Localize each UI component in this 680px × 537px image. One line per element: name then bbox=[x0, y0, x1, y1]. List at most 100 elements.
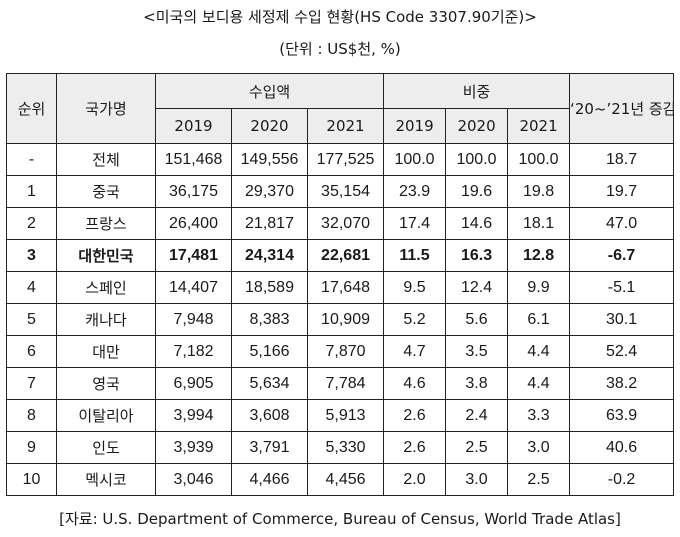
share-2020-cell: 12.4 bbox=[445, 271, 509, 304]
table-row: 10 멕시코 3,046 4,466 4,456 2.0 3.0 2.5 -0.2 bbox=[6, 463, 675, 496]
share-2019-cell: 4.7 bbox=[383, 335, 447, 368]
header-country: 국가명 bbox=[56, 73, 156, 144]
table-row: 8 이탈리아 3,994 3,608 5,913 2.6 2.4 3.3 63.9 bbox=[6, 399, 675, 432]
country-cell: 캐나다 bbox=[56, 303, 156, 336]
header-rank: 순위 bbox=[6, 73, 57, 144]
rank-cell: 7 bbox=[6, 367, 57, 400]
import-2019-cell: 151,468 bbox=[155, 143, 232, 176]
share-2021-cell: 2.5 bbox=[507, 463, 571, 496]
share-2020-cell: 2.4 bbox=[445, 399, 509, 432]
header-year: 2021 bbox=[306, 108, 385, 144]
import-2021-cell: 177,525 bbox=[306, 143, 385, 176]
share-2019-cell: 2.0 bbox=[383, 463, 447, 496]
header-share: 비중 bbox=[383, 73, 571, 109]
share-2021-cell: 9.9 bbox=[507, 271, 571, 304]
import-2020-cell: 5,634 bbox=[231, 367, 308, 400]
table-row: 3 대한민국 17,481 24,314 22,681 11.5 16.3 12.8 -6.7 bbox=[6, 239, 675, 272]
import-2021-cell: 5,913 bbox=[306, 399, 385, 432]
share-2019-cell: 2.6 bbox=[383, 399, 447, 432]
rank-cell: 4 bbox=[6, 271, 57, 304]
header-year: 2019 bbox=[383, 108, 447, 144]
share-2020-cell: 3.0 bbox=[445, 463, 509, 496]
import-2021-cell: 22,681 bbox=[306, 239, 385, 272]
import-2020-cell: 18,589 bbox=[231, 271, 308, 304]
import-2021-cell: 5,330 bbox=[306, 431, 385, 464]
import-2020-cell: 149,556 bbox=[231, 143, 308, 176]
import-2021-cell: 32,070 bbox=[306, 207, 385, 240]
rank-cell: 5 bbox=[6, 303, 57, 336]
import-2020-cell: 8,383 bbox=[231, 303, 308, 336]
import-2019-cell: 26,400 bbox=[155, 207, 232, 240]
header-year: 2019 bbox=[155, 108, 232, 144]
import-2020-cell: 3,791 bbox=[231, 431, 308, 464]
import-2019-cell: 14,407 bbox=[155, 271, 232, 304]
rank-cell: - bbox=[6, 143, 57, 176]
change-cell: 30.1 bbox=[569, 303, 675, 336]
change-cell: 38.2 bbox=[569, 367, 675, 400]
import-2020-cell: 5,166 bbox=[231, 335, 308, 368]
share-2019-cell: 11.5 bbox=[383, 239, 447, 272]
header-import-amount: 수입액 bbox=[154, 73, 385, 109]
header-year: 2020 bbox=[445, 108, 509, 144]
change-cell: -6.7 bbox=[569, 239, 675, 272]
import-2021-cell: 7,870 bbox=[306, 335, 385, 368]
rank-cell: 1 bbox=[6, 175, 57, 208]
import-2019-cell: 7,182 bbox=[155, 335, 232, 368]
share-2021-cell: 4.4 bbox=[507, 367, 571, 400]
share-2019-cell: 9.5 bbox=[383, 271, 447, 304]
import-2019-cell: 3,046 bbox=[155, 463, 232, 496]
change-cell: 52.4 bbox=[569, 335, 675, 368]
country-cell: 대한민국 bbox=[56, 239, 156, 272]
rank-cell: 3 bbox=[6, 239, 57, 272]
import-2019-cell: 6,905 bbox=[155, 367, 232, 400]
header-change: ‘20~’21년 증감 bbox=[569, 73, 675, 144]
table-body: - 전체 151,468 149,556 177,525 100.0 100.0 100.0 1… bbox=[6, 143, 675, 496]
share-2020-cell: 5.6 bbox=[445, 303, 509, 336]
header-year: 2020 bbox=[231, 108, 308, 144]
source-note: [자료: U.S. Department of Commerce, Bureau… bbox=[59, 510, 621, 528]
change-cell: 63.9 bbox=[569, 399, 675, 432]
share-2020-cell: 19.6 bbox=[445, 175, 509, 208]
import-2020-cell: 24,314 bbox=[231, 239, 308, 272]
import-2021-cell: 4,456 bbox=[306, 463, 385, 496]
country-cell: 영국 bbox=[56, 367, 156, 400]
country-cell: 전체 bbox=[56, 143, 156, 176]
import-2019-cell: 3,939 bbox=[155, 431, 232, 464]
share-2020-cell: 2.5 bbox=[445, 431, 509, 464]
change-cell: 40.6 bbox=[569, 431, 675, 464]
country-cell: 인도 bbox=[56, 431, 156, 464]
import-2021-cell: 17,648 bbox=[306, 271, 385, 304]
country-cell: 이탈리아 bbox=[56, 399, 156, 432]
import-2019-cell: 7,948 bbox=[155, 303, 232, 336]
share-2021-cell: 4.4 bbox=[507, 335, 571, 368]
import-2021-cell: 7,784 bbox=[306, 367, 385, 400]
change-cell: -5.1 bbox=[569, 271, 675, 304]
share-2019-cell: 23.9 bbox=[383, 175, 447, 208]
import-2021-cell: 35,154 bbox=[306, 175, 385, 208]
share-2020-cell: 16.3 bbox=[445, 239, 509, 272]
share-2019-cell: 4.6 bbox=[383, 367, 447, 400]
change-cell: 18.7 bbox=[569, 143, 675, 176]
table-row: 7 영국 6,905 5,634 7,784 4.6 3.8 4.4 38.2 bbox=[6, 367, 675, 400]
share-2020-cell: 100.0 bbox=[445, 143, 509, 176]
share-2019-cell: 5.2 bbox=[383, 303, 447, 336]
country-cell: 스페인 bbox=[56, 271, 156, 304]
change-cell: 19.7 bbox=[569, 175, 675, 208]
share-2021-cell: 3.3 bbox=[507, 399, 571, 432]
share-2019-cell: 17.4 bbox=[383, 207, 447, 240]
country-cell: 프랑스 bbox=[56, 207, 156, 240]
import-table: 순위 국가명 수입액 비중 ‘20~’21년 증감 2019 2020 2021… bbox=[6, 73, 675, 496]
country-cell: 멕시코 bbox=[56, 463, 156, 496]
import-2020-cell: 29,370 bbox=[231, 175, 308, 208]
share-2020-cell: 3.8 bbox=[445, 367, 509, 400]
table-row: - 전체 151,468 149,556 177,525 100.0 100.0 100.0 1… bbox=[6, 143, 675, 176]
header-year: 2021 bbox=[507, 108, 571, 144]
country-cell: 대만 bbox=[56, 335, 156, 368]
share-2021-cell: 100.0 bbox=[507, 143, 571, 176]
table-row: 5 캐나다 7,948 8,383 10,909 5.2 5.6 6.1 30.1 bbox=[6, 303, 675, 336]
import-2020-cell: 3,608 bbox=[231, 399, 308, 432]
table-row: 9 인도 3,939 3,791 5,330 2.6 2.5 3.0 40.6 bbox=[6, 431, 675, 464]
unit-note: (단위 : US$천, %) bbox=[279, 40, 401, 58]
import-2020-cell: 21,817 bbox=[231, 207, 308, 240]
share-2020-cell: 14.6 bbox=[445, 207, 509, 240]
